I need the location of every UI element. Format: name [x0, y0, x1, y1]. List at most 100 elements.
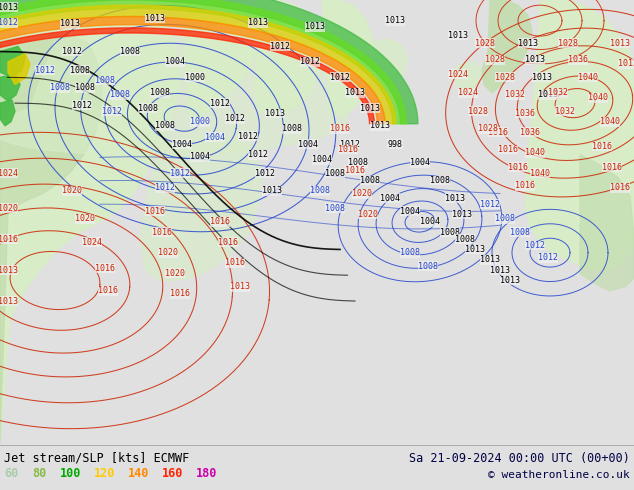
Text: 1012: 1012	[248, 150, 268, 159]
Text: 1028: 1028	[558, 39, 578, 48]
Text: 1040: 1040	[588, 94, 608, 102]
Text: 1016: 1016	[345, 166, 365, 174]
Text: 1032: 1032	[555, 107, 575, 116]
Text: 140: 140	[128, 467, 150, 480]
Text: 1013: 1013	[60, 19, 80, 28]
Text: 1040: 1040	[578, 73, 598, 82]
Text: 1013: 1013	[525, 55, 545, 64]
Polygon shape	[452, 62, 482, 93]
Text: 1004: 1004	[165, 57, 185, 66]
Text: 1008: 1008	[325, 204, 345, 213]
Text: 1013: 1013	[248, 18, 268, 27]
Text: 1008: 1008	[310, 186, 330, 196]
Text: 1013: 1013	[345, 88, 365, 98]
Text: 1013: 1013	[370, 122, 390, 130]
Polygon shape	[580, 155, 634, 291]
Text: 1012: 1012	[330, 73, 350, 82]
Text: 1032: 1032	[548, 88, 568, 98]
Text: 1008: 1008	[440, 227, 460, 237]
Text: 1013: 1013	[618, 59, 634, 69]
Text: 1013: 1013	[465, 245, 485, 254]
Text: 1004: 1004	[205, 133, 225, 142]
Text: 1013: 1013	[360, 104, 380, 113]
Text: 1024: 1024	[0, 169, 18, 178]
Text: 1028: 1028	[478, 124, 498, 133]
Text: 1008: 1008	[495, 214, 515, 223]
Text: 1020: 1020	[352, 189, 372, 198]
Text: 1016: 1016	[145, 207, 165, 216]
Text: 1012: 1012	[340, 140, 360, 149]
Text: 1000: 1000	[190, 117, 210, 126]
Text: 1013: 1013	[0, 266, 18, 275]
Text: 1004: 1004	[172, 140, 192, 149]
Text: 1013: 1013	[0, 3, 18, 12]
Text: 1008: 1008	[325, 169, 345, 178]
Polygon shape	[8, 53, 30, 85]
Text: 1020: 1020	[358, 210, 378, 219]
Text: 1012: 1012	[72, 100, 92, 110]
Text: 1008: 1008	[400, 248, 420, 257]
Polygon shape	[255, 0, 322, 118]
Text: 1036: 1036	[520, 127, 540, 137]
Text: 1008: 1008	[138, 104, 158, 113]
Text: 1028: 1028	[468, 107, 488, 116]
Text: 1013: 1013	[448, 30, 468, 40]
Text: 1013: 1013	[262, 186, 282, 196]
Polygon shape	[0, 0, 406, 124]
Polygon shape	[0, 33, 102, 443]
Text: 1012: 1012	[102, 107, 122, 116]
Text: 1012: 1012	[0, 18, 18, 27]
Text: © weatheronline.co.uk: © weatheronline.co.uk	[488, 470, 630, 480]
Text: 1008: 1008	[110, 90, 130, 99]
Text: 1016: 1016	[152, 227, 172, 237]
Text: 1008: 1008	[282, 124, 302, 133]
Text: 1016: 1016	[98, 286, 118, 295]
Polygon shape	[0, 28, 375, 124]
Text: 1012: 1012	[270, 42, 290, 51]
Text: 1012: 1012	[225, 114, 245, 123]
Text: 1020: 1020	[0, 204, 18, 213]
Text: 1012: 1012	[210, 98, 230, 108]
Text: 1012: 1012	[300, 57, 320, 66]
Text: 1008: 1008	[418, 262, 438, 270]
Text: 1012: 1012	[480, 200, 500, 209]
Text: 1004: 1004	[298, 140, 318, 149]
Text: 1008: 1008	[50, 83, 70, 92]
Text: 1004: 1004	[410, 158, 430, 168]
Text: 1012: 1012	[35, 66, 55, 74]
Text: 1012: 1012	[238, 132, 258, 141]
Text: 100: 100	[60, 467, 81, 480]
Text: 1016: 1016	[515, 181, 535, 190]
Text: 1016: 1016	[498, 145, 518, 154]
Text: 1024: 1024	[448, 70, 468, 79]
Polygon shape	[0, 0, 180, 443]
Text: 1008: 1008	[455, 235, 475, 244]
Text: 1012: 1012	[538, 253, 558, 262]
Text: 1013: 1013	[538, 90, 558, 99]
Polygon shape	[0, 47, 25, 77]
Polygon shape	[534, 204, 580, 229]
Text: 1013: 1013	[145, 14, 165, 23]
Text: 1008: 1008	[510, 227, 530, 237]
Text: 1024: 1024	[82, 238, 102, 247]
Text: 1008: 1008	[348, 158, 368, 168]
Text: 1036: 1036	[568, 55, 588, 64]
Text: 1013: 1013	[610, 39, 630, 48]
Text: 1013: 1013	[480, 255, 500, 265]
Text: 1028: 1028	[495, 73, 515, 82]
Text: 120: 120	[94, 467, 115, 480]
Text: 1040: 1040	[525, 148, 545, 157]
Text: 180: 180	[196, 467, 217, 480]
Text: 1004: 1004	[420, 217, 440, 226]
Text: 1013: 1013	[532, 73, 552, 82]
Text: 1004: 1004	[400, 207, 420, 216]
Text: 1028: 1028	[475, 39, 495, 48]
Text: 1013: 1013	[500, 276, 520, 285]
Text: 1032: 1032	[505, 90, 525, 99]
Text: 160: 160	[162, 467, 183, 480]
Text: 1012: 1012	[170, 169, 190, 178]
Text: 1013: 1013	[445, 194, 465, 202]
Polygon shape	[322, 0, 375, 116]
Text: 1016: 1016	[210, 217, 230, 226]
Text: 1016: 1016	[508, 163, 528, 172]
